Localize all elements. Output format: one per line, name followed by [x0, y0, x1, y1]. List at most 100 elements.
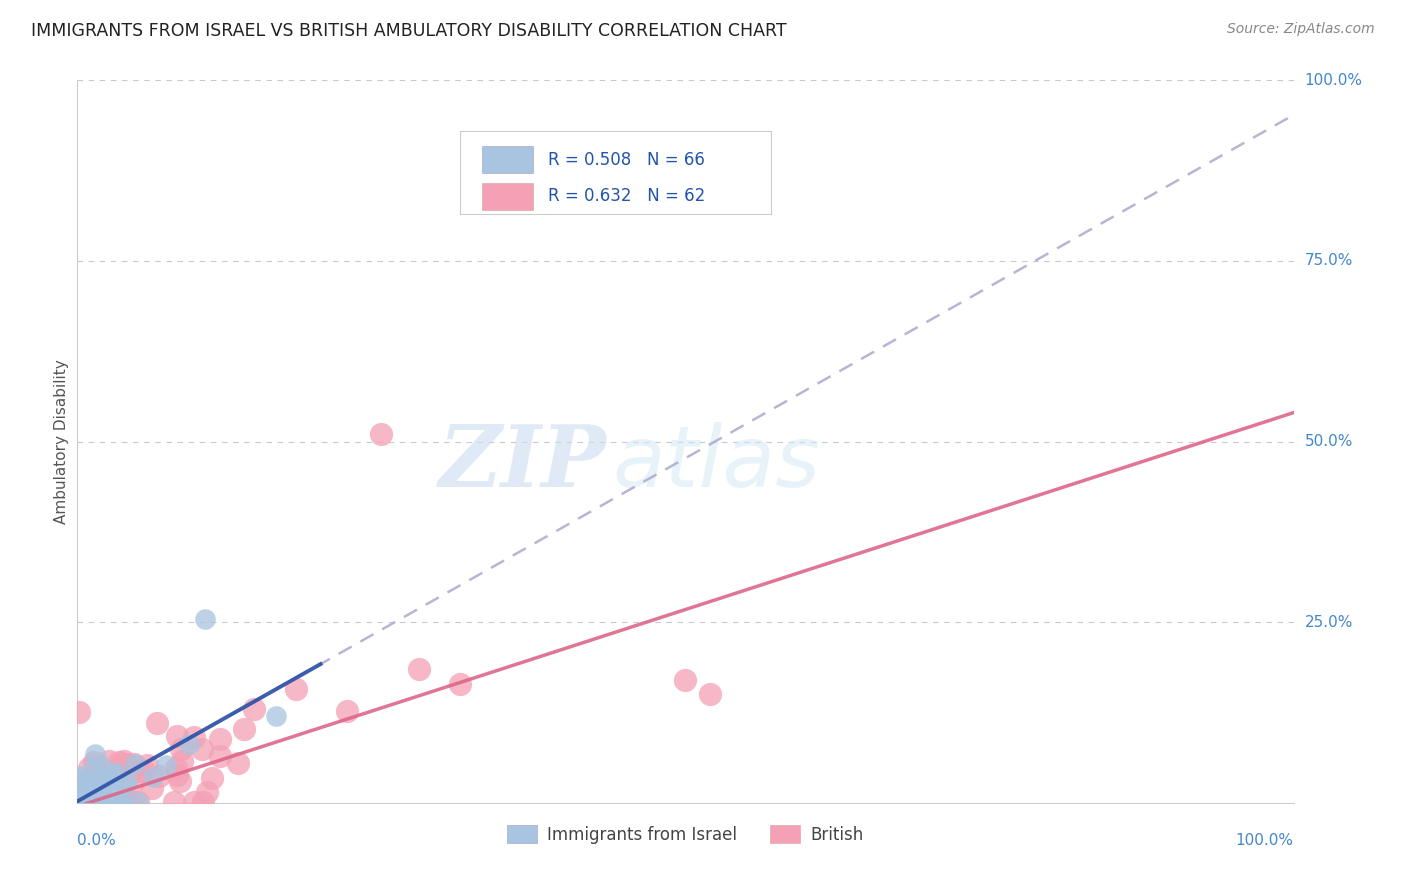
Point [115, 795, 138, 809]
Point [77, 795, 100, 809]
Point [104, 765, 127, 780]
Point [172, 754, 194, 768]
Point [80, 795, 103, 809]
Point [183, 730, 205, 744]
Point [209, 748, 232, 763]
Point [83, 783, 105, 797]
Text: 100.0%: 100.0% [1236, 833, 1294, 848]
Point [90, 785, 112, 799]
Point [69, 785, 91, 799]
Point [142, 770, 165, 784]
Point [70, 795, 93, 809]
Point [169, 773, 191, 788]
Point [67, 795, 90, 809]
Point [201, 772, 224, 786]
Point [675, 673, 697, 687]
Point [67, 772, 90, 786]
Text: 100.0%: 100.0% [1305, 73, 1362, 87]
Text: IMMIGRANTS FROM ISRAEL VS BRITISH AMBULATORY DISABILITY CORRELATION CHART: IMMIGRANTS FROM ISRAEL VS BRITISH AMBULA… [31, 22, 786, 40]
Point [67, 794, 90, 808]
Point [122, 757, 145, 772]
Point [169, 742, 191, 756]
Point [177, 737, 200, 751]
Point [100, 772, 122, 787]
FancyBboxPatch shape [482, 146, 533, 173]
Text: Source: ZipAtlas.com: Source: ZipAtlas.com [1227, 22, 1375, 37]
Point [69, 785, 91, 799]
Point [73, 795, 96, 809]
Text: ZIP: ZIP [439, 421, 606, 505]
Point [70, 791, 93, 805]
FancyBboxPatch shape [482, 183, 533, 210]
Point [67, 795, 90, 809]
Text: R = 0.508   N = 66: R = 0.508 N = 66 [548, 151, 704, 169]
Point [127, 795, 149, 809]
Point [76, 795, 98, 809]
Point [114, 795, 136, 809]
Point [82, 760, 104, 774]
Point [108, 755, 131, 769]
Point [84, 788, 107, 802]
Point [190, 742, 212, 756]
Point [166, 729, 188, 743]
Point [97, 784, 120, 798]
Point [208, 731, 231, 746]
Point [73, 795, 96, 809]
Point [132, 763, 155, 777]
Point [124, 757, 146, 772]
Point [67, 705, 90, 719]
Point [112, 754, 135, 768]
Point [70, 795, 93, 809]
Point [370, 427, 392, 442]
Point [84, 772, 107, 787]
Point [72, 785, 94, 799]
Point [114, 778, 136, 792]
Text: 75.0%: 75.0% [1305, 253, 1353, 268]
Point [86, 795, 108, 809]
Point [117, 775, 139, 789]
Point [128, 764, 150, 778]
Point [93, 772, 115, 786]
Point [84, 747, 107, 762]
Point [146, 715, 169, 730]
Point [69, 776, 91, 790]
Point [70, 795, 93, 809]
Text: R = 0.632   N = 62: R = 0.632 N = 62 [548, 187, 706, 205]
Point [73, 795, 96, 809]
Point [76, 781, 98, 796]
Point [82, 787, 104, 801]
Point [89, 795, 111, 809]
Point [163, 795, 186, 809]
Point [193, 795, 215, 809]
Point [101, 766, 124, 780]
Point [194, 611, 217, 625]
Point [77, 789, 100, 803]
Point [86, 791, 108, 805]
Point [87, 795, 110, 809]
Point [67, 769, 90, 783]
Y-axis label: Ambulatory Disability: Ambulatory Disability [53, 359, 69, 524]
Point [166, 768, 188, 782]
Point [77, 795, 100, 809]
Point [121, 777, 143, 791]
Point [72, 795, 94, 809]
Point [77, 795, 100, 809]
Point [101, 764, 124, 779]
Point [84, 764, 107, 779]
Point [87, 795, 110, 809]
Point [69, 795, 91, 809]
Point [75, 795, 97, 809]
Point [136, 758, 159, 772]
Point [183, 795, 205, 809]
Point [70, 795, 93, 809]
Point [77, 761, 100, 775]
Point [264, 709, 287, 723]
Point [76, 795, 98, 809]
Point [98, 754, 121, 768]
Point [82, 795, 104, 809]
Point [243, 701, 266, 715]
Point [408, 662, 430, 676]
Point [89, 770, 111, 784]
Point [110, 795, 132, 809]
FancyBboxPatch shape [460, 131, 770, 214]
